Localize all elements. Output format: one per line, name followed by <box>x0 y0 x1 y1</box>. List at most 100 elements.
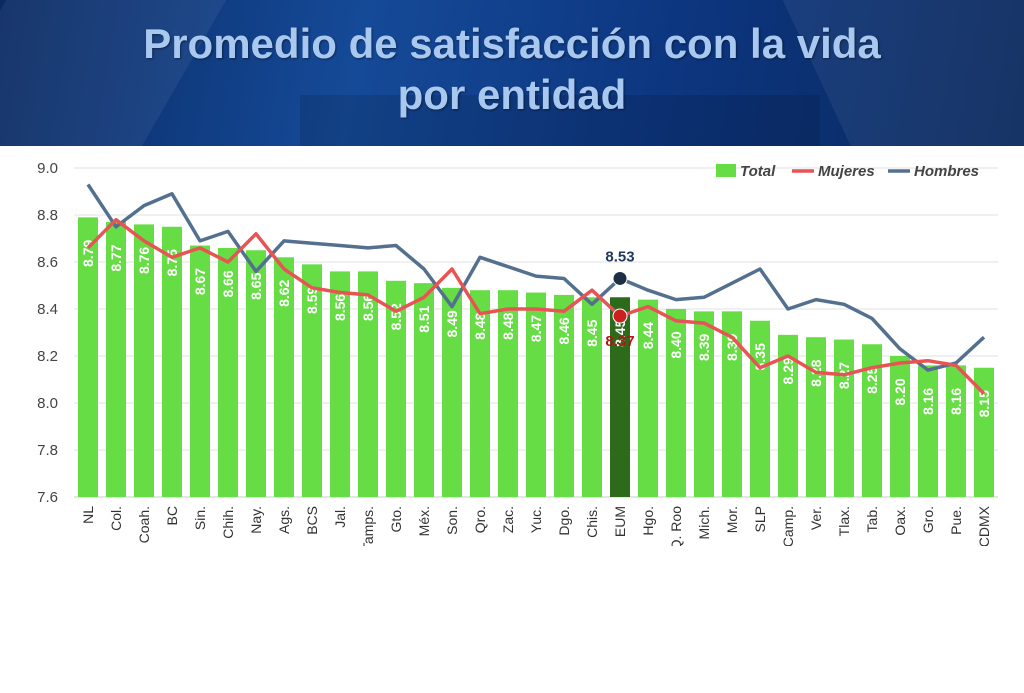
bar-value-label: 8.45 <box>612 319 628 346</box>
x-tick-label: Pue. <box>948 506 964 535</box>
bar-value-label: 8.29 <box>780 357 796 384</box>
bar-value-label: 8.56 <box>332 294 348 321</box>
x-tick-label: Ags. <box>276 506 292 534</box>
bar <box>946 365 966 497</box>
x-tick-label: Dgo. <box>556 506 572 536</box>
page-title: Promedio de satisfacción con la vida por… <box>0 18 1024 120</box>
x-tick-label: Tab. <box>864 506 880 532</box>
bar <box>554 294 574 497</box>
bar-value-label: 8.59 <box>304 287 320 314</box>
bar <box>78 217 98 497</box>
legend-label-mujeres: Mujeres <box>818 163 875 180</box>
bar <box>190 245 210 497</box>
y-tick-label: 8.8 <box>37 207 58 224</box>
x-tick-label: Col. <box>108 506 124 531</box>
x-tick-label: Méx. <box>416 506 432 536</box>
bar <box>246 250 266 497</box>
bar-value-label: 8.47 <box>528 315 544 342</box>
x-tick-label: Chis. <box>584 506 600 538</box>
hombres-eum-marker <box>612 270 628 286</box>
bar-value-label: 8.25 <box>864 366 880 393</box>
bar <box>974 367 994 497</box>
x-tick-label: BC <box>164 506 180 525</box>
mujeres-eum-marker <box>612 308 628 324</box>
x-tick-label: Yuc. <box>528 506 544 533</box>
bar-value-label: 8.45 <box>584 319 600 346</box>
mujeres-series-line <box>86 217 986 395</box>
y-tick-label: 7.6 <box>37 489 58 506</box>
x-tick-label: Gto. <box>388 506 404 532</box>
bar <box>834 339 854 497</box>
bar-value-label: 8.49 <box>444 310 460 337</box>
hombres-series-line <box>86 183 986 372</box>
bar <box>386 280 406 497</box>
x-tick-label: Mor. <box>724 506 740 533</box>
bar <box>442 287 462 497</box>
bar <box>582 297 602 497</box>
bar <box>498 290 518 497</box>
bar-value-label: 8.79 <box>80 240 96 267</box>
y-tick-label: 7.8 <box>37 442 58 459</box>
bar-value-label: 8.16 <box>948 388 964 415</box>
legend-label-total: Total <box>740 163 776 180</box>
x-tick-label: Q. Roo <box>668 506 684 546</box>
x-tick-label: Tlax. <box>836 506 852 536</box>
bar <box>610 297 630 497</box>
bar <box>694 311 714 497</box>
x-tick-label: Ver. <box>808 506 824 530</box>
bar-value-label: 8.51 <box>416 305 432 332</box>
bar-value-label: 8.48 <box>472 312 488 339</box>
bar-value-label: 8.76 <box>136 247 152 274</box>
x-tick-label: Mich. <box>696 506 712 539</box>
header-banner: Promedio de satisfacción con la vida por… <box>0 0 1024 146</box>
title-line-2: por entidad <box>397 71 627 118</box>
bar <box>274 257 294 497</box>
bar <box>918 365 938 497</box>
bar <box>134 224 154 497</box>
bar-value-label: 8.48 <box>500 312 516 339</box>
x-tick-label: EUM <box>612 506 628 537</box>
bar <box>330 271 350 497</box>
bar-value-label: 8.39 <box>696 334 712 361</box>
bar-value-label: 8.20 <box>892 378 908 405</box>
bar <box>526 292 546 497</box>
x-tick-label: Qro. <box>472 506 488 533</box>
x-tick-label: CDMX <box>976 505 992 546</box>
legend-swatch-total <box>716 164 736 177</box>
bar-value-label: 8.66 <box>220 270 236 297</box>
eum-annotation-mujeres: 8.37 <box>605 333 634 350</box>
x-tick-label: BCS <box>304 506 320 535</box>
bar-value-label: 8.40 <box>668 331 684 358</box>
legend-label-hombres: Hombres <box>914 163 979 180</box>
y-tick-label: 9.0 <box>37 160 58 177</box>
bar <box>778 334 798 497</box>
x-tick-label: Camp. <box>780 506 796 546</box>
y-tick-label: 8.6 <box>37 254 58 271</box>
eum-annotation-hombres: 8.53 <box>605 248 634 265</box>
x-tick-label: Gro. <box>920 506 936 533</box>
chart-container: 7.6 7.8 8.0 8.2 8.4 8.6 8.8 9.0 8.79 8.77 8.76 8.75… <box>0 146 1024 546</box>
y-tick-label: 8.4 <box>37 301 58 318</box>
bar <box>806 337 826 497</box>
bar <box>414 283 434 497</box>
bar <box>470 290 490 497</box>
bar <box>358 271 378 497</box>
banner-decoration <box>300 95 820 146</box>
bar-value-label: 8.62 <box>276 279 292 306</box>
bar <box>638 299 658 497</box>
bar <box>666 309 686 497</box>
bar <box>106 222 126 498</box>
bar-value-label: 8.46 <box>556 317 572 344</box>
bar <box>302 264 322 497</box>
x-tick-label: NL <box>80 506 96 524</box>
bar-value-label: 8.67 <box>192 268 208 295</box>
x-tick-label: SLP <box>752 506 768 532</box>
x-tick-label: Hgo. <box>640 506 656 536</box>
x-tick-label: Nay. <box>248 506 264 534</box>
bar-value-label: 8.44 <box>640 322 656 349</box>
bar-value-label: 8.77 <box>108 244 124 271</box>
x-tick-label: Jal. <box>332 506 348 528</box>
bar <box>162 226 182 497</box>
bar-value-label: 8.16 <box>920 388 936 415</box>
bar-value-label: 8.56 <box>360 294 376 321</box>
